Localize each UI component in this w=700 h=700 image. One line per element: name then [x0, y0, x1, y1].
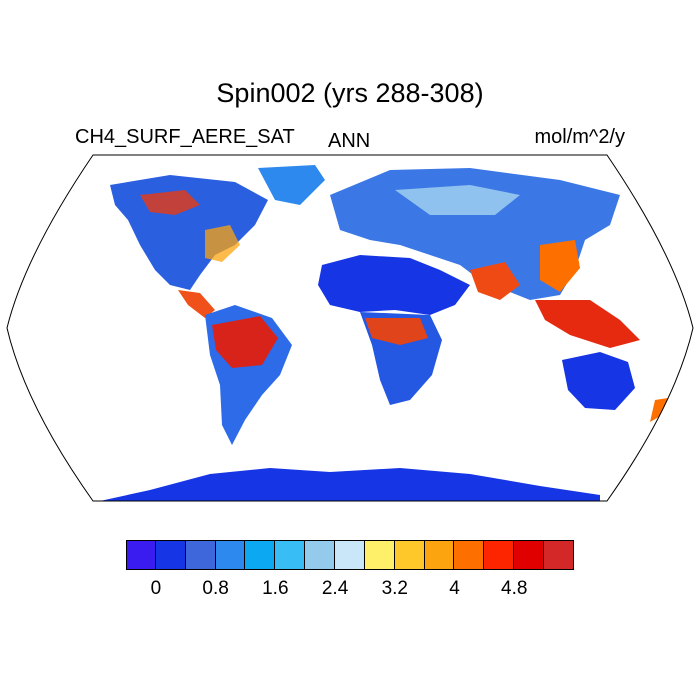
- colorbar: [126, 540, 574, 570]
- colorbar-tick-label: 2.4: [321, 578, 349, 599]
- colorbar-swatch: [305, 540, 336, 570]
- colorbar-swatch: [155, 540, 186, 570]
- greenland: [258, 165, 325, 205]
- antarctica: [100, 468, 600, 501]
- north-america-east: [205, 225, 240, 262]
- colorbar-tick-label: 0.8: [202, 578, 229, 599]
- colorbar-tick-label: 4.8: [501, 578, 528, 599]
- colorbar-tick-label: 4: [449, 578, 460, 599]
- colorbar-swatch: [126, 540, 156, 570]
- north-america-hotspots: [140, 190, 200, 215]
- colorbar-swatch: [215, 540, 246, 570]
- maritime-se-asia: [535, 300, 640, 348]
- north-america: [110, 175, 268, 290]
- colorbar-swatch: [484, 540, 515, 570]
- central-america: [178, 290, 215, 318]
- new-zealand: [650, 398, 668, 422]
- australia: [562, 352, 635, 410]
- amazon-hotspot: [212, 316, 278, 368]
- colorbar-swatch: [275, 540, 306, 570]
- siberia-light: [395, 185, 520, 215]
- colorbar-swatch: [514, 540, 545, 570]
- colorbar-swatch: [544, 540, 574, 570]
- plot-title: Spin002 (yrs 288-308): [216, 78, 484, 108]
- north-africa: [318, 255, 470, 315]
- colorbar-swatch: [424, 540, 455, 570]
- colorbar-swatch: [245, 540, 276, 570]
- units-label: mol/m^2/y: [534, 126, 625, 148]
- colorbar-swatch: [364, 540, 395, 570]
- south-asia-hotspot: [470, 262, 520, 300]
- variable-label: CH4_SURF_AERE_SAT: [75, 126, 295, 148]
- colorbar-tick-label: 3.2: [381, 578, 409, 599]
- colorbar-swatch: [394, 540, 425, 570]
- africa-hotspot: [365, 318, 428, 345]
- season-label: ANN: [328, 130, 371, 152]
- colorbar-swatch: [335, 540, 365, 570]
- colorbar-swatch: [185, 540, 216, 570]
- globe-outline: [6, 154, 694, 502]
- east-asia-hotspot: [540, 240, 580, 292]
- colorbar-tick-label: 0: [150, 578, 162, 599]
- colorbar-swatch: [454, 540, 485, 570]
- colorbar-tick-label: 1.6: [262, 578, 289, 599]
